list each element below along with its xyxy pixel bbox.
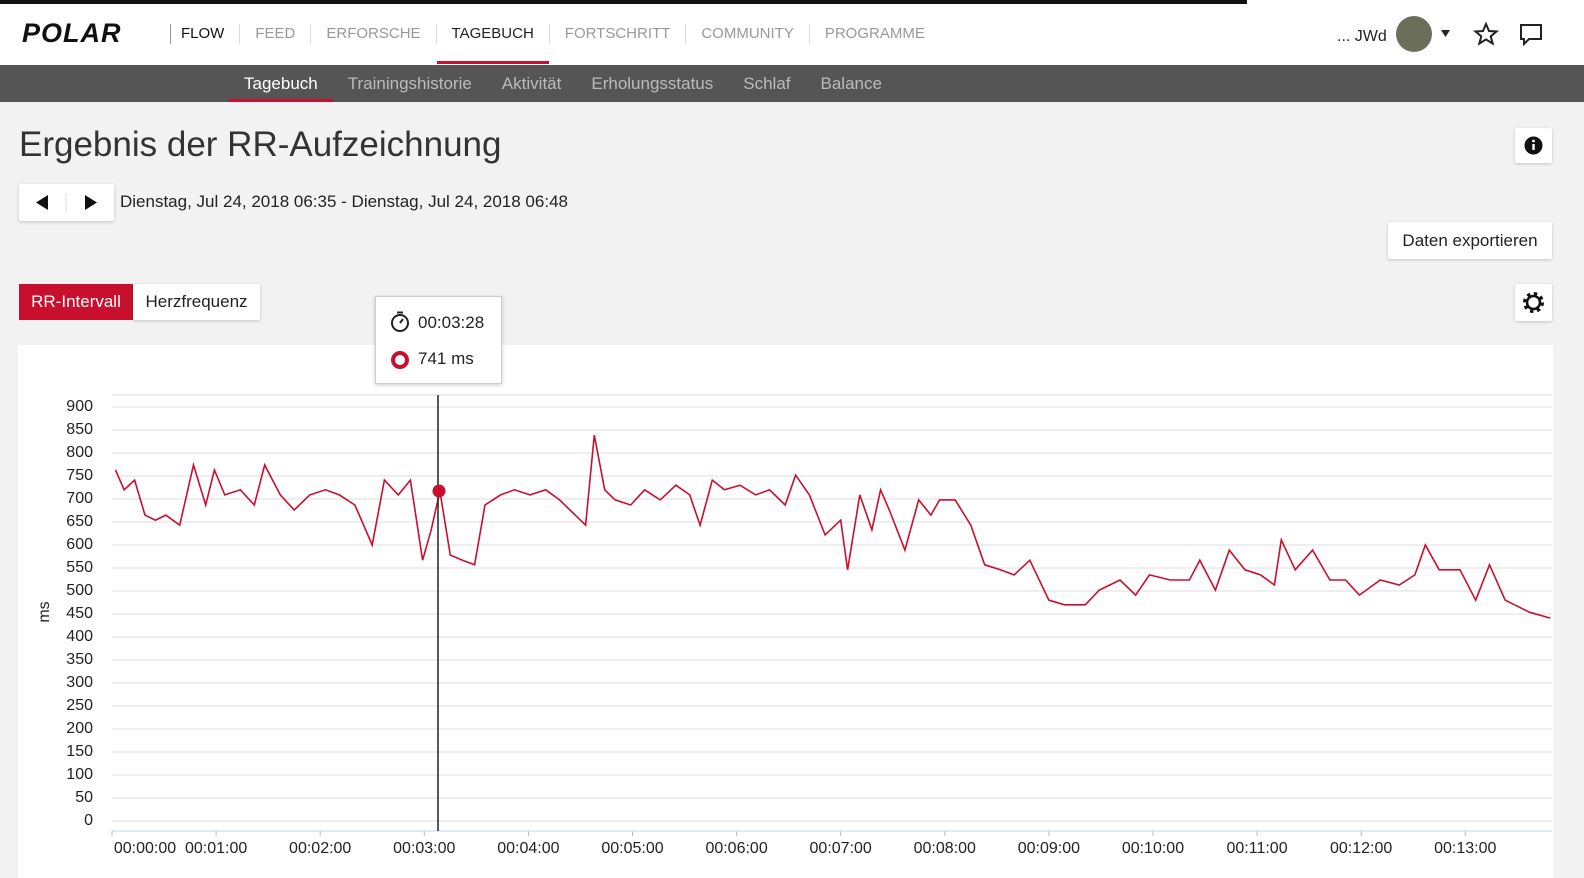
x-tick-label: 00:07:00 [810,840,872,857]
y-tick-label: 350 [66,651,93,668]
nav-item[interactable]: PROGRAMME [808,24,940,44]
brand[interactable]: FLOW [170,24,239,44]
star-icon[interactable] [1472,21,1500,46]
y-tick-label: 450 [66,605,93,622]
tooltip-value: 741 ms [418,349,474,368]
x-tick-label: 00:00:00 [114,840,176,857]
y-tick-label: 200 [66,720,93,737]
y-tick-label: 0 [84,812,93,829]
rr-line [114,434,1551,619]
page-title: Ergebnis der RR-Aufzeichnung [19,125,502,164]
x-tick-label: 00:06:00 [705,840,767,857]
y-tick-label: 250 [66,697,93,714]
chart-panel [18,345,1553,878]
subnav-item[interactable]: Erholungsstatus [591,74,714,93]
x-tick-label: 00:12:00 [1330,840,1392,857]
y-tick-label: 900 [66,398,93,415]
subnav-item[interactable]: Tagebuch [229,65,333,102]
next-button[interactable] [85,195,97,210]
user-icons [1396,16,1542,52]
user-name[interactable]: ... JWd [1337,28,1387,45]
sub-nav: Tagebuch Trainingshistorie Aktivität Erh… [0,65,1584,102]
nav-item[interactable]: COMMUNITY [685,24,809,44]
export-button[interactable]: Daten exportieren [1388,222,1552,259]
top-line [0,0,1247,4]
logo[interactable]: POLAR [22,18,122,48]
x-tick-label: 00:13:00 [1434,840,1496,857]
tooltip-icons [391,311,409,369]
y-tick-label: 650 [66,513,93,530]
tab-active[interactable]: RR-Intervall [19,284,133,320]
cursor-dot [432,484,446,498]
tooltip: 00:03:28 741 ms [375,296,502,384]
x-tick-label: 00:04:00 [497,840,559,857]
y-tick-label: 600 [66,536,93,553]
subnav-item[interactable]: Schlaf [743,74,791,93]
y-tick-label: 150 [66,743,93,760]
subnav-item[interactable]: Balance [820,74,882,93]
avatar[interactable] [1396,16,1432,52]
x-tick-label: 00:11:00 [1227,840,1288,857]
main-nav: FLOW FEED ERFORSCHE TAGEBUCH FORTSCHRITT… [170,24,940,64]
y-tick-label: 850 [66,421,93,438]
message-icon[interactable] [1520,24,1542,47]
settings-button[interactable] [1515,284,1552,321]
top-bar [0,0,1584,65]
x-tick-label: 00:01:00 [185,840,247,857]
dropdown-arrow[interactable] [1441,30,1450,37]
y-tick-label: 750 [66,467,93,484]
y-tick-label: 800 [66,444,93,461]
subnav-item[interactable]: Aktivität [501,74,562,93]
x-tick-label: 00:05:00 [601,840,663,857]
prev-button[interactable] [36,195,48,210]
date-range: Dienstag, Jul 24, 2018 06:35 - Dienstag,… [120,192,568,211]
y-tick-label: 50 [75,789,93,806]
nav-item[interactable]: TAGEBUCH [435,24,550,64]
subnav-item[interactable]: Trainingshistorie [347,74,472,93]
info-button[interactable] [1515,128,1552,163]
x-tick-label: 00:08:00 [914,840,976,857]
tooltip-time: 00:03:28 [418,313,485,332]
tab[interactable]: Herzfrequenz [133,284,260,320]
nav-item[interactable]: FORTSCHRITT [548,24,686,44]
y-tick-label: 550 [66,559,93,576]
x-tick-label: 00:03:00 [393,840,455,857]
nav-item[interactable]: FEED [239,24,310,44]
date-navigation [19,184,114,221]
y-tick-label: 100 [66,766,93,783]
y-tick-label: 400 [66,628,93,645]
chart: ms 0 50 100 150 200 250 300 350 400 450 500 550 600 6… [36,394,1552,857]
y-tick-label: 300 [66,674,93,691]
x-tick-label: 00:10:00 [1122,840,1184,857]
y-tick-label: 500 [66,582,93,599]
x-tick-label: 00:02:00 [289,840,351,857]
y-tick-label: 700 [66,490,93,507]
nav-item[interactable]: ERFORSCHE [310,24,435,44]
x-tick-label: 00:09:00 [1018,840,1080,857]
y-axis-label: ms [36,601,53,622]
